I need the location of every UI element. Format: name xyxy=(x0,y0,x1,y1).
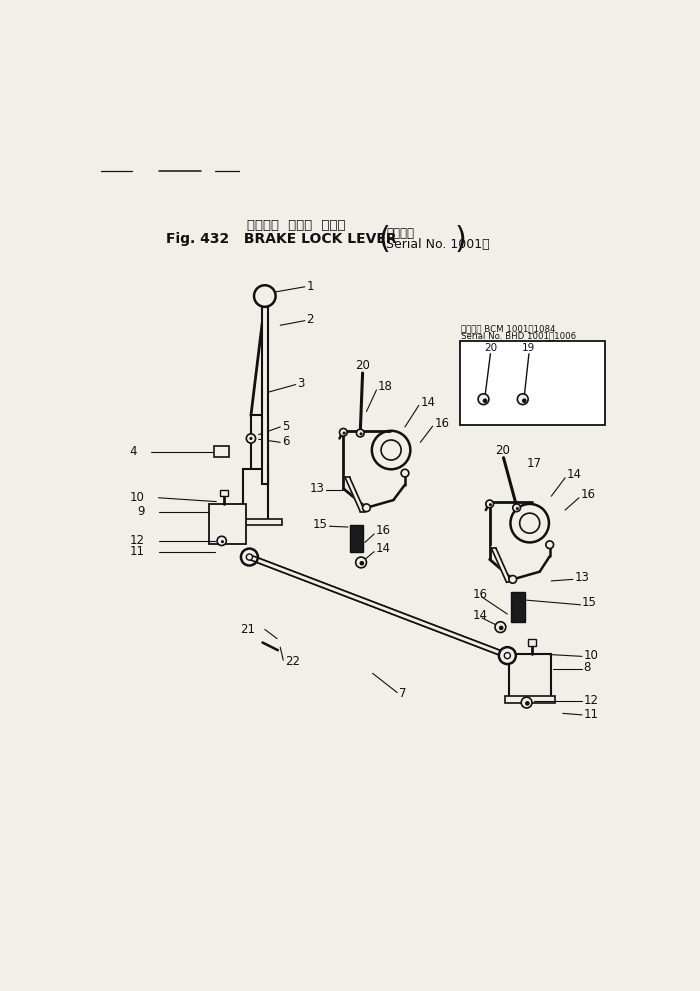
Circle shape xyxy=(486,500,493,507)
Circle shape xyxy=(254,285,276,307)
Circle shape xyxy=(510,503,549,542)
Text: 7: 7 xyxy=(399,687,406,700)
Text: 17: 17 xyxy=(526,458,542,471)
Circle shape xyxy=(401,470,409,477)
Bar xyxy=(251,415,268,484)
Bar xyxy=(244,519,281,525)
Text: 2: 2 xyxy=(307,313,314,326)
Text: 20: 20 xyxy=(495,444,510,457)
Circle shape xyxy=(246,554,253,560)
Text: 20: 20 xyxy=(355,359,370,372)
Text: 5: 5 xyxy=(281,419,289,433)
Bar xyxy=(262,307,268,484)
Text: 11: 11 xyxy=(130,545,145,558)
Circle shape xyxy=(519,513,540,533)
Circle shape xyxy=(372,431,410,470)
Bar xyxy=(461,342,605,424)
Circle shape xyxy=(241,549,258,566)
Text: 22: 22 xyxy=(285,655,300,668)
Bar xyxy=(505,697,555,703)
Text: 12: 12 xyxy=(584,694,598,707)
Text: ): ) xyxy=(455,225,467,254)
Bar xyxy=(511,593,525,621)
Text: 21: 21 xyxy=(241,623,256,636)
Circle shape xyxy=(340,428,347,436)
Bar xyxy=(349,524,363,552)
Bar xyxy=(528,639,536,645)
Text: 4: 4 xyxy=(130,445,137,458)
Bar xyxy=(214,446,230,457)
Text: ブレーキ  ロック  レバー: ブレーキ ロック レバー xyxy=(247,219,346,232)
Circle shape xyxy=(363,503,370,511)
Text: 13: 13 xyxy=(309,482,324,496)
Text: 1: 1 xyxy=(307,279,314,292)
Text: Fig. 432   BRAKE LOCK LEVER: Fig. 432 BRAKE LOCK LEVER xyxy=(167,232,397,246)
Circle shape xyxy=(356,429,364,437)
Circle shape xyxy=(360,432,363,435)
Text: 19: 19 xyxy=(522,343,536,354)
Text: 8: 8 xyxy=(584,661,591,675)
Text: 13: 13 xyxy=(574,571,589,584)
Text: (: ( xyxy=(378,225,390,254)
Text: Serial No. 1001～: Serial No. 1001～ xyxy=(386,238,490,251)
Circle shape xyxy=(478,393,489,404)
Text: 14: 14 xyxy=(420,395,435,408)
Text: 18: 18 xyxy=(378,381,393,393)
Circle shape xyxy=(499,647,516,664)
Circle shape xyxy=(381,440,401,460)
Circle shape xyxy=(522,698,532,708)
Circle shape xyxy=(246,434,256,443)
Circle shape xyxy=(249,437,253,440)
Circle shape xyxy=(522,398,526,403)
Circle shape xyxy=(499,625,503,630)
Circle shape xyxy=(512,503,521,511)
Text: 16: 16 xyxy=(376,524,391,537)
Text: 10: 10 xyxy=(130,492,145,504)
Text: 15: 15 xyxy=(582,596,597,609)
Text: 12: 12 xyxy=(130,534,145,547)
Circle shape xyxy=(516,507,519,510)
Text: 適用号機 BCM 1001～1084: 適用号機 BCM 1001～1084 xyxy=(461,324,556,333)
Text: 14: 14 xyxy=(376,542,391,555)
Text: Serial No. BHD 1001～1006: Serial No. BHD 1001～1006 xyxy=(461,332,576,341)
Text: 3: 3 xyxy=(297,378,304,390)
Bar xyxy=(209,503,246,544)
Text: 16: 16 xyxy=(473,588,488,601)
Text: 14: 14 xyxy=(473,609,488,622)
Circle shape xyxy=(356,557,367,568)
Bar xyxy=(220,491,228,496)
Text: 9: 9 xyxy=(137,505,145,518)
Text: 16: 16 xyxy=(580,489,596,501)
Circle shape xyxy=(483,398,487,403)
Text: 14: 14 xyxy=(567,468,582,482)
Circle shape xyxy=(360,561,364,566)
Circle shape xyxy=(546,541,554,549)
Circle shape xyxy=(342,431,346,435)
Circle shape xyxy=(221,540,224,543)
Bar xyxy=(509,654,552,701)
Text: 10: 10 xyxy=(584,649,598,662)
Circle shape xyxy=(517,393,528,404)
Circle shape xyxy=(489,503,492,506)
Text: 適用号機: 適用号機 xyxy=(386,227,414,240)
Circle shape xyxy=(509,576,517,584)
Text: 11: 11 xyxy=(584,708,598,720)
Circle shape xyxy=(217,536,226,545)
Circle shape xyxy=(495,621,506,632)
Text: 6: 6 xyxy=(281,435,289,448)
Text: 16: 16 xyxy=(434,416,449,429)
Circle shape xyxy=(504,652,510,659)
Bar xyxy=(244,470,268,523)
Text: 20: 20 xyxy=(484,343,497,354)
Text: 15: 15 xyxy=(313,518,328,531)
Circle shape xyxy=(525,701,530,706)
